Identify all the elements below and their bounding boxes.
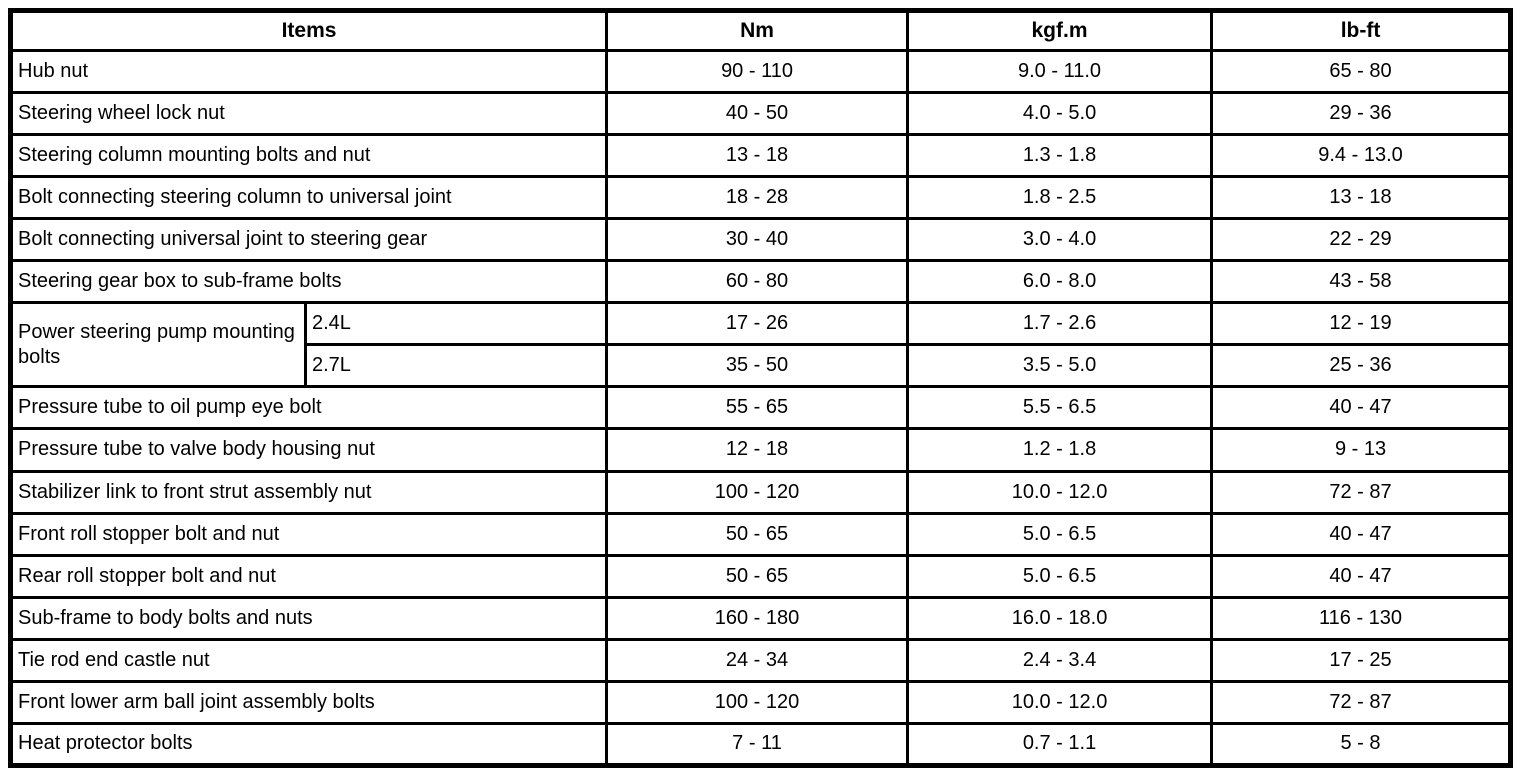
table-row-grouped: Power steering pump mounting bolts 2.4L …: [9, 301, 1513, 389]
nm-cell: 100 - 120: [605, 679, 910, 725]
table-row: Front lower arm ball joint assembly bolt…: [8, 679, 1513, 725]
header-nm: Nm: [605, 8, 910, 53]
item-cell: Steering wheel lock nut: [8, 91, 609, 137]
item-cell: Pressure tube to valve body housing nut: [8, 427, 609, 473]
nm-cell: 24 - 34: [605, 637, 910, 683]
nm-cell: 30 - 40: [605, 217, 910, 263]
item-cell: Steering gear box to sub-frame bolts: [8, 259, 609, 305]
item-cell: Rear roll stopper bolt and nut: [8, 553, 609, 599]
lbft-cell: 43 - 58: [1210, 259, 1513, 305]
nm-cell: 40 - 50: [605, 91, 910, 137]
nm-cell: 60 - 80: [605, 259, 910, 305]
table-row: Heat protector bolts 7 - 11 0.7 - 1.1 5 …: [8, 721, 1513, 768]
nm-cell: 100 - 120: [605, 469, 910, 515]
nm-cell: 17 - 26: [605, 301, 910, 347]
kgfm-cell: 1.7 - 2.6: [906, 301, 1214, 347]
lbft-cell: 40 - 47: [1210, 385, 1513, 431]
nm-cell: 55 - 65: [605, 385, 910, 431]
engine-variant-cell: 2.4L: [303, 301, 609, 347]
kgfm-cell: 10.0 - 12.0: [906, 469, 1214, 515]
table-row-grouped: 2.7L 35 - 50 3.5 - 5.0 25 - 36: [11, 343, 1513, 389]
table-row: Bolt connecting steering column to unive…: [8, 175, 1513, 221]
table-row: Pressure tube to oil pump eye bolt 55 - …: [8, 385, 1513, 431]
kgfm-cell: 1.3 - 1.8: [906, 133, 1214, 179]
nm-cell: 35 - 50: [605, 343, 910, 389]
kgfm-cell: 10.0 - 12.0: [906, 679, 1214, 725]
table-row: Steering wheel lock nut 40 - 50 4.0 - 5.…: [8, 91, 1513, 137]
lbft-cell: 72 - 87: [1210, 679, 1513, 725]
lbft-cell: 40 - 47: [1210, 553, 1513, 599]
table-row: Steering column mounting bolts and nut 1…: [8, 133, 1513, 179]
item-cell: Steering column mounting bolts and nut: [8, 133, 609, 179]
table-row: Bolt connecting universal joint to steer…: [8, 217, 1513, 263]
kgfm-cell: 3.0 - 4.0: [906, 217, 1214, 263]
kgfm-cell: 1.8 - 2.5: [906, 175, 1214, 221]
nm-cell: 18 - 28: [605, 175, 910, 221]
lbft-cell: 29 - 36: [1210, 91, 1513, 137]
nm-cell: 13 - 18: [605, 133, 910, 179]
item-cell: Stabilizer link to front strut assembly …: [8, 469, 609, 515]
item-cell: Pressure tube to oil pump eye bolt: [8, 385, 609, 431]
kgfm-cell: 6.0 - 8.0: [906, 259, 1214, 305]
item-cell: Bolt connecting universal joint to steer…: [8, 217, 609, 263]
torque-spec-table: Items Nm kgf.m lb-ft Hub nut 90 - 110 9.…: [8, 8, 1514, 768]
lbft-cell: 12 - 19: [1210, 301, 1513, 347]
nm-cell: 90 - 110: [605, 49, 910, 95]
lbft-cell: 17 - 25: [1210, 637, 1513, 683]
header-row: Items Nm kgf.m lb-ft: [8, 8, 1513, 53]
table-row: Hub nut 90 - 110 9.0 - 11.0 65 - 80: [8, 49, 1513, 95]
nm-cell: 160 - 180: [605, 595, 910, 641]
kgfm-cell: 4.0 - 5.0: [906, 91, 1214, 137]
lbft-cell: 9 - 13: [1210, 427, 1513, 473]
table-row: Stabilizer link to front strut assembly …: [8, 469, 1513, 515]
kgfm-cell: 5.0 - 6.5: [906, 553, 1214, 599]
item-cell: Tie rod end castle nut: [8, 637, 609, 683]
kgfm-cell: 0.7 - 1.1: [906, 721, 1214, 768]
lbft-cell: 65 - 80: [1210, 49, 1513, 95]
item-cell: Sub-frame to body bolts and nuts: [8, 595, 609, 641]
lbft-cell: 116 - 130: [1210, 595, 1513, 641]
lbft-cell: 9.4 - 13.0: [1210, 133, 1513, 179]
engine-variant-cell: 2.7L: [303, 343, 609, 389]
kgfm-cell: 9.0 - 11.0: [906, 49, 1214, 95]
table-row: Rear roll stopper bolt and nut 50 - 65 5…: [8, 553, 1513, 599]
lbft-cell: 25 - 36: [1210, 343, 1513, 389]
lbft-cell: 22 - 29: [1210, 217, 1513, 263]
kgfm-cell: 5.5 - 6.5: [906, 385, 1214, 431]
item-cell: Heat protector bolts: [8, 721, 609, 768]
lbft-cell: 5 - 8: [1210, 721, 1513, 768]
table-row: Steering gear box to sub-frame bolts 60 …: [8, 259, 1513, 305]
kgfm-cell: 16.0 - 18.0: [906, 595, 1214, 641]
nm-cell: 50 - 65: [605, 553, 910, 599]
kgfm-cell: 2.4 - 3.4: [906, 637, 1214, 683]
table-row: Sub-frame to body bolts and nuts 160 - 1…: [8, 595, 1513, 641]
lbft-cell: 13 - 18: [1210, 175, 1513, 221]
item-cell: Bolt connecting steering column to unive…: [8, 175, 609, 221]
nm-cell: 12 - 18: [605, 427, 910, 473]
header-kgfm: kgf.m: [906, 8, 1214, 53]
kgfm-cell: 1.2 - 1.8: [906, 427, 1214, 473]
header-lbft: lb-ft: [1210, 8, 1513, 53]
nm-cell: 7 - 11: [605, 721, 910, 768]
lbft-cell: 40 - 47: [1210, 511, 1513, 557]
table-row: Tie rod end castle nut 24 - 34 2.4 - 3.4…: [8, 637, 1513, 683]
kgfm-cell: 5.0 - 6.5: [906, 511, 1214, 557]
lbft-cell: 72 - 87: [1210, 469, 1513, 515]
table-row: Front roll stopper bolt and nut 50 - 65 …: [8, 511, 1513, 557]
header-items: Items: [8, 8, 609, 53]
table-row: Pressure tube to valve body housing nut …: [8, 427, 1513, 473]
kgfm-cell: 3.5 - 5.0: [906, 343, 1214, 389]
item-cell: Front lower arm ball joint assembly bolt…: [8, 679, 609, 725]
group-item-cell: Power steering pump mounting bolts: [9, 301, 307, 389]
item-cell: Front roll stopper bolt and nut: [8, 511, 609, 557]
item-cell: Hub nut: [8, 49, 609, 95]
nm-cell: 50 - 65: [605, 511, 910, 557]
